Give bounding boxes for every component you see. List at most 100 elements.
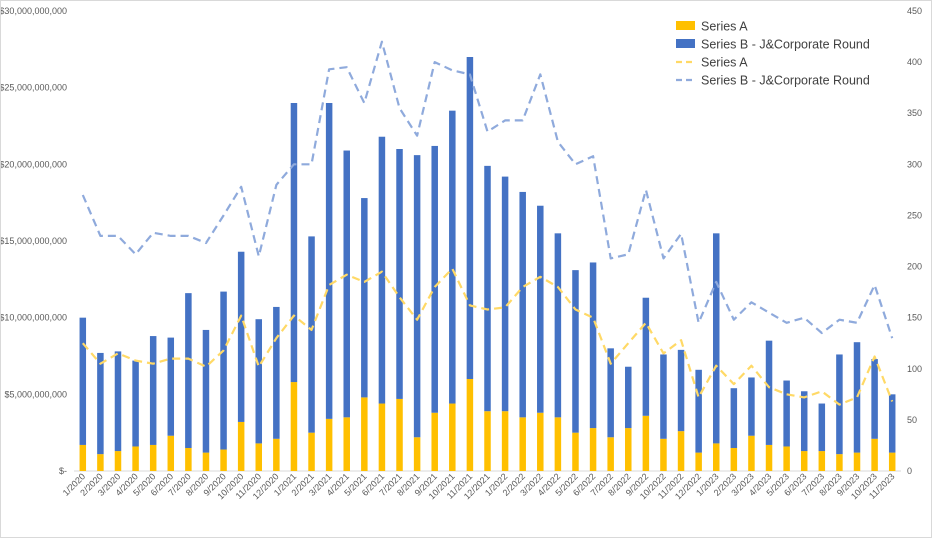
bar-series-b: [273, 306, 280, 439]
bar-series-a: [431, 412, 438, 471]
bar-series-b: [888, 394, 896, 453]
y-right-tick-label: 100: [907, 364, 922, 374]
bar-series-b: [537, 205, 544, 413]
bar-series-a: [572, 432, 579, 471]
bar-series-a: [589, 428, 597, 471]
bar-series-b: [501, 176, 509, 412]
bar-series-a: [642, 415, 650, 471]
y-left-tick-label: $-: [59, 466, 67, 476]
bar-series-a: [449, 403, 456, 471]
bar-series-b: [695, 369, 702, 453]
bar-series-b: [79, 317, 87, 445]
y-right-tick-label: 400: [907, 57, 922, 67]
legend-label: Series B - J&Corporate Round: [701, 74, 870, 88]
bar-series-a: [308, 432, 315, 471]
bar-series-b: [431, 145, 438, 413]
bar-series-a: [607, 437, 614, 471]
bar-series-b: [660, 354, 667, 439]
y-right-tick-label: 0: [907, 466, 912, 476]
bar-series-b: [308, 236, 315, 433]
legend-swatch-bar: [676, 39, 695, 48]
bar-series-a: [167, 435, 175, 471]
y-right-tick-label: 300: [907, 159, 922, 169]
bar-series-a: [888, 452, 896, 471]
y-left-tick-label: $30,000,000,000: [1, 6, 67, 16]
y-left-tick-label: $25,000,000,000: [1, 83, 67, 93]
legend-swatch-bar: [676, 21, 695, 30]
bar-series-a: [413, 437, 421, 471]
bar-series-a: [554, 417, 562, 471]
bar-series-b: [871, 359, 878, 439]
bar-series-b: [449, 110, 456, 404]
bar-series-b: [607, 348, 614, 438]
bar-series-a: [361, 397, 368, 471]
bar-series-a: [79, 444, 87, 471]
bar-series-b: [237, 251, 245, 422]
y-left-tick-label: $15,000,000,000: [1, 236, 67, 246]
bar-series-a: [220, 449, 227, 471]
bar-series-a: [836, 454, 843, 471]
bar-series-a: [97, 454, 104, 471]
bar-series-b: [818, 403, 826, 452]
line-series-a: [81, 267, 894, 406]
bar-series-b: [625, 366, 632, 429]
bar-series-b: [132, 360, 139, 447]
bar-series-b: [519, 191, 526, 418]
bar-series-a: [325, 418, 333, 471]
bar-series-b: [149, 336, 157, 445]
bar-series-b: [361, 198, 368, 398]
bar-series-a: [273, 438, 280, 471]
y-right-tick-label: 200: [907, 262, 922, 272]
bar-series-b: [800, 391, 808, 452]
bar-series-b: [712, 233, 720, 444]
bar-series-a: [660, 438, 667, 471]
bar-series-a: [519, 417, 526, 471]
line-layer: [81, 40, 894, 406]
bar-series-b: [589, 262, 597, 429]
bar-series-a: [695, 452, 702, 471]
y-right-tick-label: 350: [907, 108, 922, 118]
bar-series-a: [343, 417, 350, 471]
y-left-tick-label: $5,000,000,000: [4, 389, 67, 399]
y-right-tick-label: 150: [907, 313, 922, 323]
bar-series-b: [185, 293, 192, 448]
legend-label: Series A: [701, 20, 748, 34]
bar-series-a: [765, 444, 773, 471]
bar-series-b: [484, 165, 491, 412]
bar-series-a: [625, 428, 632, 471]
bar-series-a: [677, 431, 685, 471]
bar-series-b: [765, 340, 773, 445]
bar-series-a: [185, 448, 192, 471]
bar-series-b: [114, 351, 122, 452]
bar-series-a: [466, 379, 474, 471]
bar-series-b: [853, 342, 861, 453]
legend-label: Series B - J&Corporate Round: [701, 38, 870, 52]
bar-series-a: [853, 452, 861, 471]
bar-layer: [79, 57, 896, 471]
bar-series-a: [818, 451, 826, 471]
bar-series-b: [167, 337, 175, 436]
bar-series-b: [677, 349, 685, 432]
bar-series-a: [501, 411, 509, 471]
bar-series-a: [255, 443, 263, 471]
bar-series-a: [800, 451, 808, 471]
bar-series-a: [537, 412, 544, 471]
bar-series-b: [220, 291, 227, 450]
bar-series-b: [396, 149, 403, 399]
bar-series-b: [325, 103, 333, 419]
bar-series-a: [484, 411, 491, 471]
legend-label: Series A: [701, 56, 748, 70]
bar-series-a: [871, 438, 878, 471]
bar-series-b: [378, 136, 386, 404]
bar-series-a: [132, 446, 139, 471]
bar-series-a: [712, 443, 720, 471]
bar-series-a: [290, 382, 298, 471]
legend: Series A Series B - J&Corporate Round Seri…: [676, 20, 870, 88]
bar-series-b: [554, 233, 562, 418]
bar-series-b: [466, 57, 474, 379]
bar-series-b: [572, 270, 579, 433]
bar-series-a: [783, 446, 790, 471]
y-right-tick-label: 250: [907, 210, 922, 220]
bar-series-b: [413, 155, 421, 438]
